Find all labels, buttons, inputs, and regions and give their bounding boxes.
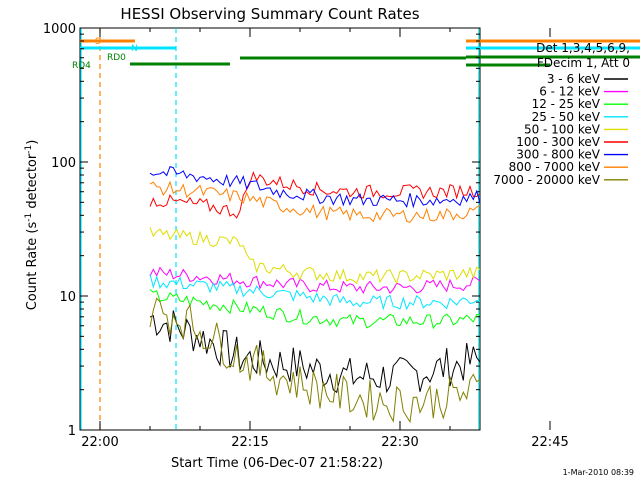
- plot-area: SNRD0RD4110100100022:0022:1522:3022:4523…: [43, 22, 640, 450]
- legend-entry-label: 25 - 50 keV: [532, 110, 601, 124]
- series-line-3: [149, 273, 480, 311]
- x-axis-label: Start Time (06-Dec-07 21:58:22): [171, 456, 383, 471]
- flag-label: RD0: [107, 53, 126, 63]
- legend-header-line-1: Det 1,3,4,5,6,9,: [536, 41, 630, 55]
- y-tick-label: 100: [51, 156, 76, 171]
- flag-label: RD4: [72, 61, 91, 71]
- series-line-7: [149, 180, 480, 223]
- plot-frame: [79, 27, 481, 431]
- y-axis-label: Count Rate (s-1 detector-1): [24, 140, 40, 311]
- series-line-6: [149, 165, 480, 209]
- legend: Det 1,3,4,5,6,9, FDecim 1, Att 0 3 - 6 k…: [493, 41, 630, 187]
- series-line-8: [149, 297, 480, 424]
- chart-title: HESSI Observing Summary Count Rates: [120, 5, 419, 23]
- x-tick-label: 22:45: [531, 435, 568, 450]
- y-tick-label: 1: [68, 424, 76, 439]
- x-tick-label: 22:30: [381, 435, 418, 450]
- series-line-5: [149, 171, 480, 219]
- legend-entry-label: 50 - 100 keV: [524, 122, 601, 136]
- legend-entry-label: 100 - 300 keV: [516, 135, 600, 149]
- y-axis-label-mid: detector: [25, 153, 40, 213]
- series-line-1: [149, 266, 480, 295]
- y-axis-label-exp1: -1: [24, 213, 34, 222]
- legend-entry-label: 12 - 25 keV: [532, 97, 601, 111]
- x-tick-label: 22:15: [231, 435, 268, 450]
- x-tick-label: 22:00: [81, 435, 118, 450]
- flag-label: N: [131, 44, 138, 54]
- y-axis-label-main: Count Rate (s: [25, 222, 40, 311]
- footer-timestamp: 1-Mar-2010 08:39: [563, 468, 634, 477]
- series-line-4: [149, 227, 480, 285]
- series-line-0: [149, 310, 480, 394]
- y-tick-label: 1000: [43, 22, 76, 37]
- flag-label: S: [95, 37, 101, 47]
- y-axis-label-exp2: -1: [24, 145, 34, 154]
- y-axis-label-end: ): [25, 140, 40, 145]
- legend-entry-label: 3 - 6 keV: [547, 72, 601, 86]
- legend-entry-label: 6 - 12 keV: [539, 85, 601, 99]
- legend-entry-label: 7000 - 20000 keV: [493, 173, 600, 187]
- series-line-2: [149, 289, 480, 330]
- legend-entry-label: 300 - 800 keV: [516, 148, 600, 162]
- legend-entry-label: 800 - 7000 keV: [509, 160, 601, 174]
- y-tick-label: 10: [59, 290, 76, 305]
- legend-header-line-2: FDecim 1, Att 0: [537, 56, 630, 70]
